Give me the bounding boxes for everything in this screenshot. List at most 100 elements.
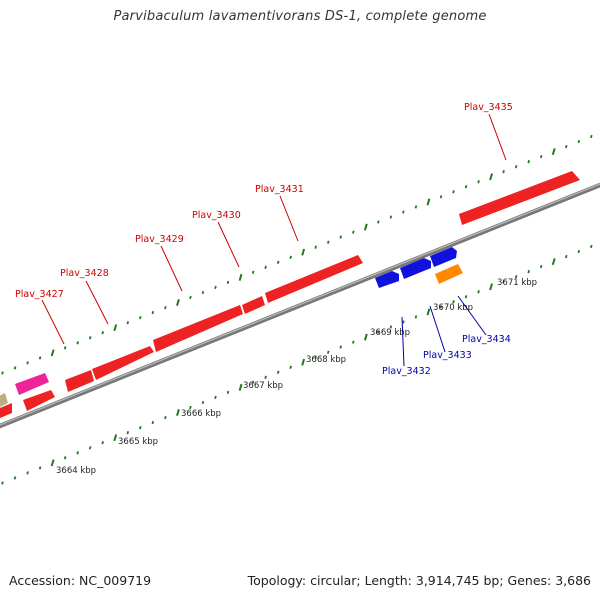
gene-label-plav-3431[interactable]: Plav_3431 [255,184,304,195]
major-tick [176,409,180,416]
minor-tick [26,361,29,365]
scale-label: 3664 kbp [56,466,96,476]
gene-plav-3427[interactable] [15,373,49,395]
minor-tick [126,321,130,325]
gene-label-plav-3430[interactable]: Plav_3430 [192,210,241,221]
minor-tick [477,180,480,184]
minor-tick [514,275,518,279]
minor-tick [402,320,405,324]
minor-tick [264,265,267,269]
minor-tick [352,340,355,344]
minor-tick [590,244,593,249]
gene-label-plav-3432[interactable]: Plav_3432 [382,366,431,377]
scale-label: 3668 kbp [306,355,346,365]
gene-label-plav-3429[interactable]: Plav_3429 [135,234,184,245]
genome-backbone [0,182,600,429]
minor-tick [539,264,543,269]
major-tick [50,459,55,467]
accession-text: Accession: NC_009719 [9,573,152,588]
major-tick [426,198,431,206]
minor-tick [452,190,455,194]
minor-tick [214,395,217,400]
gene-plav-3432[interactable] [375,271,399,288]
minor-tick [164,305,167,310]
minor-tick [1,481,4,485]
minor-tick [13,476,17,480]
minor-tick [264,375,267,379]
gene-label-plav-3434[interactable]: Plav_3434 [462,334,511,345]
major-tick [50,349,55,357]
gene-block[interactable] [92,346,154,380]
minor-tick [564,254,568,259]
minor-tick [139,425,142,430]
scale-labels: 3664 kbp 3665 kbp 3666 kbp 3667 kbp 3668… [56,278,537,476]
minor-tick [452,300,455,304]
minor-tick [514,165,518,169]
minor-tick [502,170,505,174]
major-tick [489,173,494,181]
major-tick [113,434,118,442]
gene-plav-3430[interactable] [242,296,265,314]
minor-tick [414,205,418,209]
forward-strand-genes [0,171,580,420]
map-title: Parvibaculum lavamentivorans DS-1, compl… [113,9,487,24]
gene-block[interactable] [0,393,8,408]
minor-tick [101,331,105,335]
minor-tick [189,405,192,410]
minor-tick [289,255,292,259]
minor-tick [402,210,405,214]
minor-tick [539,154,543,159]
gene-plav-3435[interactable] [459,171,580,225]
gene-plav-3428[interactable] [65,370,94,392]
major-tick [489,283,494,291]
minor-tick [339,235,343,239]
minor-tick [63,456,67,460]
minor-tick [464,185,468,189]
scale-label: 3671 kbp [497,278,537,288]
genome-backbone-highlight [0,183,600,426]
minor-tick [577,139,581,144]
minor-tick [502,280,505,284]
minor-tick [101,441,105,445]
scale-label: 3670 kbp [433,303,473,313]
minor-tick [214,285,217,290]
minor-tick [76,451,79,455]
gene-block[interactable] [23,390,55,411]
minor-tick [326,350,330,354]
gene-block[interactable] [0,403,12,420]
major-tick [301,358,306,366]
scale-label: 3666 kbp [181,409,221,419]
minor-tick [251,380,255,384]
minor-tick [326,240,330,244]
gene-rna[interactable] [435,264,463,284]
minor-tick [1,371,4,375]
major-tick [551,148,556,156]
gene-label-plav-3428[interactable]: Plav_3428 [60,268,109,279]
gene-plav-3429[interactable] [153,305,243,352]
minor-tick [88,336,92,340]
gene-label-plav-3433[interactable]: Plav_3433 [423,350,472,361]
gene-plav-3433[interactable] [400,258,431,279]
minor-tick [477,290,480,294]
major-tick [363,333,368,341]
minor-tick [339,345,343,349]
minor-tick [527,270,530,274]
minor-tick [590,134,593,139]
gene-label-plav-3435[interactable]: Plav_3435 [464,102,513,113]
minor-tick [164,415,167,420]
minor-tick [63,346,67,350]
major-tick [238,273,243,281]
gene-plav-3431[interactable] [265,255,363,303]
minor-tick [314,245,317,249]
minor-tick [276,260,280,264]
minor-tick [201,400,205,405]
minor-tick [389,325,393,329]
reverse-strand-genes [375,247,463,288]
gene-label-plav-3427[interactable]: Plav_3427 [15,289,64,300]
minor-tick [201,290,205,295]
gene-plav-3434[interactable] [430,247,457,267]
major-tick [301,248,306,256]
gene-labels: Plav_3427 Plav_3428 Plav_3429 Plav_3430 … [15,102,513,377]
minor-tick [88,446,92,450]
